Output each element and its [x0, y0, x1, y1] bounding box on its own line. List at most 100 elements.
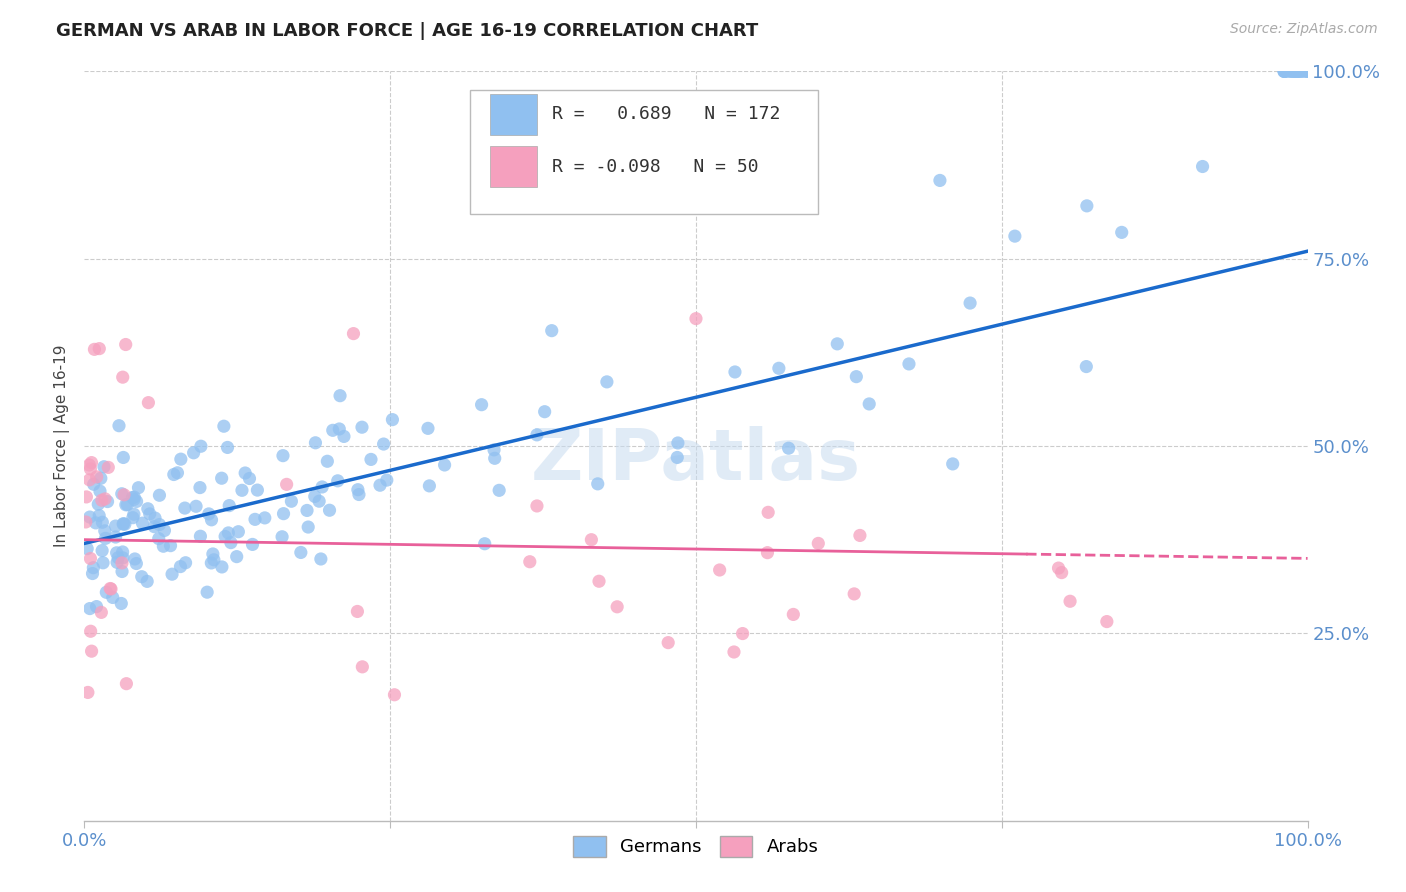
Point [849, 528, 872, 542]
Point [246, 483, 269, 497]
Point [586, 476, 609, 491]
Point [112, 450, 135, 465]
Point [212, 419, 235, 434]
Text: ZIPatlas: ZIPatlas [531, 426, 860, 495]
Point [416, 421, 439, 435]
Point [214, 529, 236, 543]
Point [360, 452, 382, 467]
Point [328, 422, 350, 436]
Point [318, 503, 340, 517]
Point [111, 556, 134, 570]
Point [91, 515, 114, 529]
Point [219, 535, 242, 549]
Point [1296, 64, 1319, 78]
Point [1279, 64, 1302, 78]
Text: Source: ZipAtlas.com: Source: ZipAtlas.com [1230, 22, 1378, 37]
Point [474, 537, 496, 551]
Point [1284, 64, 1306, 78]
Point [1050, 566, 1073, 580]
Point [89, 508, 111, 523]
Point [148, 488, 170, 502]
Point [122, 507, 145, 521]
Point [1076, 199, 1098, 213]
Point [184, 500, 207, 514]
Point [271, 530, 294, 544]
Point [90, 471, 112, 485]
Point [373, 437, 395, 451]
Point [111, 370, 134, 384]
Point [418, 479, 440, 493]
Point [82, 560, 104, 574]
Point [484, 451, 506, 466]
Point [86, 470, 108, 484]
Point [666, 450, 689, 465]
Point [143, 511, 166, 525]
Point [845, 369, 868, 384]
Point [304, 490, 326, 504]
Point [91, 556, 114, 570]
Point [1286, 64, 1309, 78]
Point [308, 494, 330, 508]
Point [79, 462, 101, 476]
Point [756, 546, 779, 560]
Point [96, 494, 118, 508]
Point [127, 481, 149, 495]
Point [217, 441, 239, 455]
Point [350, 420, 373, 434]
Point [581, 533, 603, 547]
Point [90, 606, 112, 620]
Point [105, 546, 128, 560]
Point [114, 517, 136, 532]
Point [136, 574, 159, 589]
Point [79, 624, 101, 639]
Point [114, 337, 136, 351]
Point [202, 553, 225, 567]
Point [174, 556, 197, 570]
Point [153, 524, 176, 538]
Point [666, 436, 689, 450]
Point [75, 490, 97, 504]
Point [942, 457, 965, 471]
Point [242, 537, 264, 551]
Point [79, 601, 101, 615]
Point [1279, 64, 1302, 78]
Point [217, 525, 239, 540]
Point [79, 551, 101, 566]
Point [170, 452, 193, 467]
Point [201, 547, 224, 561]
Point [138, 507, 160, 521]
Point [131, 516, 153, 530]
Point [173, 501, 195, 516]
Point [163, 467, 186, 482]
Point [1059, 594, 1081, 608]
Point [1272, 64, 1295, 78]
Point [169, 559, 191, 574]
Point [897, 357, 920, 371]
Point [333, 429, 356, 443]
Point [83, 477, 105, 491]
Point [782, 607, 804, 622]
Point [131, 570, 153, 584]
Point [1076, 359, 1098, 374]
Point [326, 474, 349, 488]
Point [115, 676, 138, 690]
Point [195, 585, 218, 599]
Point [200, 513, 222, 527]
Point [1286, 64, 1309, 78]
Point [384, 688, 406, 702]
Point [657, 635, 679, 649]
Point [200, 556, 222, 570]
Point [97, 460, 120, 475]
Point [297, 520, 319, 534]
Point [104, 530, 127, 544]
Point [1295, 64, 1317, 78]
Point [115, 498, 138, 512]
Point [778, 441, 800, 455]
Point [136, 501, 159, 516]
Point [148, 517, 170, 532]
Point [94, 532, 117, 546]
Legend: Germans, Arabs: Germans, Arabs [567, 829, 825, 864]
Point [143, 519, 166, 533]
Point [1275, 64, 1298, 78]
Point [827, 336, 849, 351]
